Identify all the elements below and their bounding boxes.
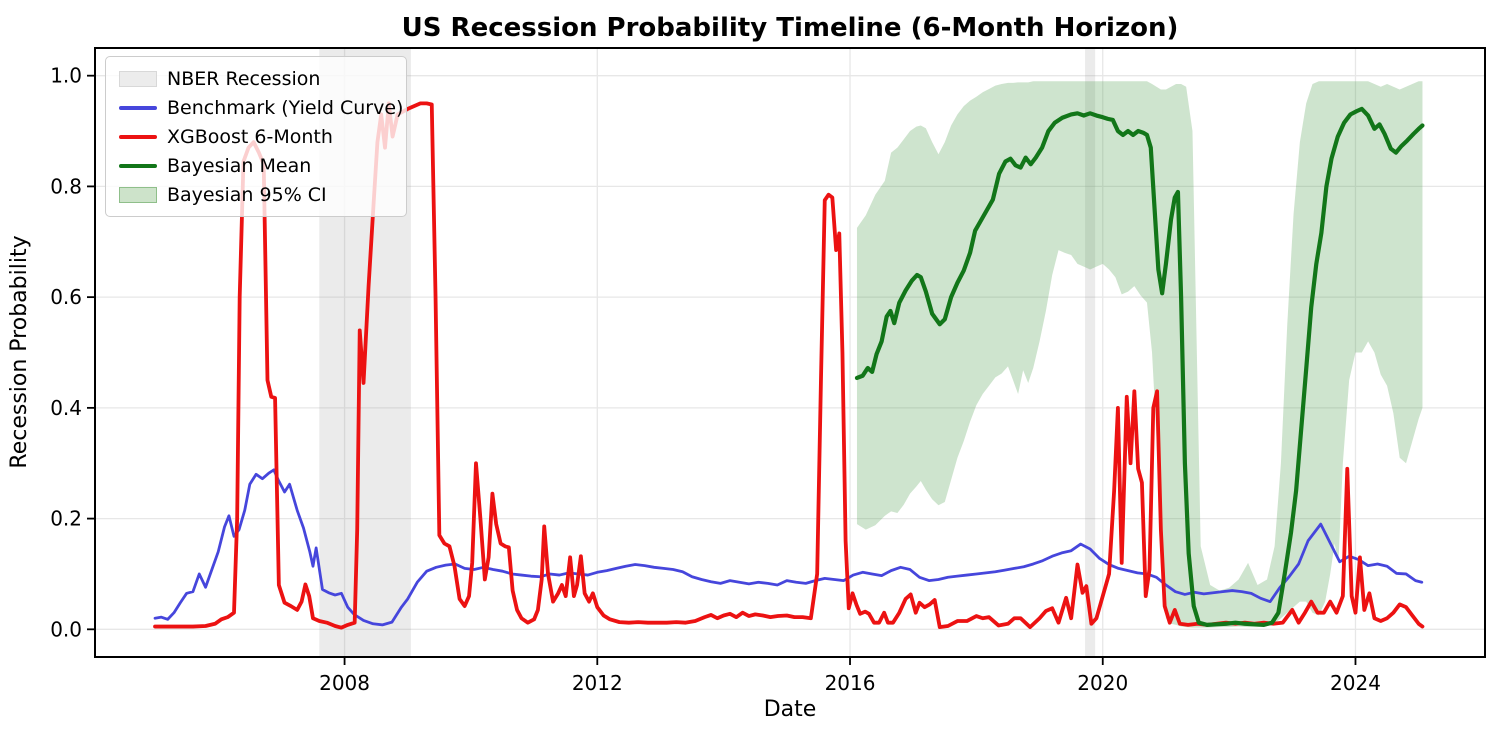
legend-swatch-icon bbox=[119, 163, 157, 168]
x-axis-label: Date bbox=[764, 697, 817, 722]
x-tick-label: 2008 bbox=[319, 671, 370, 695]
series-xgboost-6-month bbox=[153, 101, 1425, 630]
legend-swatch-icon bbox=[119, 70, 157, 87]
axes-frame bbox=[94, 47, 1486, 658]
legend-item: Bayesian Mean bbox=[106, 151, 406, 180]
series-bayesian-mean bbox=[854, 106, 1425, 627]
legend-item: Benchmark (Yield Curve) bbox=[106, 93, 406, 122]
legend-label: XGBoost 6-Month bbox=[167, 125, 333, 148]
y-tick-label: 0.0 bbox=[50, 617, 82, 641]
y-tick-label: 0.8 bbox=[50, 174, 82, 198]
bayesian-ci-band bbox=[856, 81, 1423, 628]
legend-item: XGBoost 6-Month bbox=[106, 122, 406, 151]
legend-swatch-icon bbox=[119, 134, 157, 139]
legend-label: NBER Recession bbox=[167, 67, 321, 90]
legend-item: NBER Recession bbox=[106, 64, 406, 93]
y-tick-label: 1.0 bbox=[50, 64, 82, 88]
y-tick-label: 0.4 bbox=[50, 396, 82, 420]
x-tick-label: 2020 bbox=[1077, 671, 1128, 695]
series-benchmark-yield-curve bbox=[153, 468, 1424, 627]
chart-title: US Recession Probability Timeline (6-Mon… bbox=[402, 13, 1179, 43]
y-axis-label: Recession Probability bbox=[7, 235, 32, 468]
legend-swatch-icon bbox=[119, 105, 157, 110]
y-tick-label: 0.6 bbox=[50, 285, 82, 309]
x-tick-label: 2012 bbox=[572, 671, 623, 695]
legend-label: Benchmark (Yield Curve) bbox=[167, 96, 404, 119]
legend-label: Bayesian Mean bbox=[167, 154, 312, 177]
legend: NBER Recession Benchmark (Yield Curve) X… bbox=[105, 56, 407, 217]
x-tick-label: 2024 bbox=[1330, 671, 1381, 695]
legend-label: Bayesian 95% CI bbox=[167, 183, 327, 206]
legend-swatch-icon bbox=[119, 186, 157, 203]
nber-recession-band bbox=[1085, 48, 1096, 657]
legend-item: Bayesian 95% CI bbox=[106, 180, 406, 209]
y-tick-label: 0.2 bbox=[50, 507, 82, 531]
x-tick-label: 2016 bbox=[825, 671, 876, 695]
